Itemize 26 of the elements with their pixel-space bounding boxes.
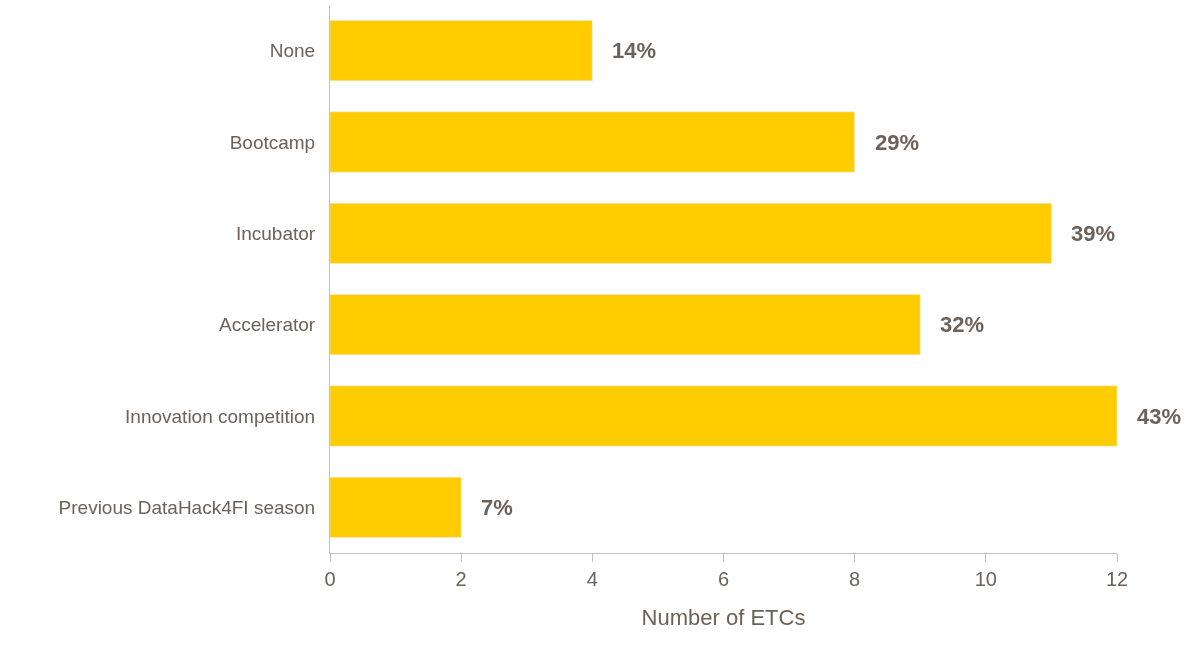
- y-tick-label: Incubator: [235, 222, 316, 244]
- bar: [330, 202, 1052, 264]
- y-tick-label: Previous DataHack4FI season: [58, 496, 316, 518]
- y-tick-label: Bootcamp: [229, 131, 316, 153]
- x-axis-title: Number of ETCs: [641, 604, 806, 630]
- annotation: 39%: [1071, 221, 1116, 246]
- annotation: 43%: [1137, 404, 1182, 429]
- annotation: 29%: [875, 130, 920, 155]
- annotation: 7%: [481, 495, 513, 520]
- bar: [330, 294, 921, 356]
- x-tick-label: 12: [1105, 568, 1129, 590]
- bar: [330, 385, 1117, 447]
- annotation: 14%: [612, 38, 657, 63]
- y-tick-label: Innovation competition: [125, 405, 316, 427]
- x-tick-label: 4: [586, 568, 598, 590]
- x-tick-label: 10: [974, 568, 997, 590]
- x-tick-label: 8: [849, 568, 861, 590]
- x-tick-label: 2: [455, 568, 467, 590]
- annotation: 32%: [940, 312, 985, 337]
- bar: [330, 111, 855, 173]
- bar: [330, 476, 462, 538]
- bar: [330, 20, 593, 82]
- x-tick-label: 6: [717, 568, 730, 590]
- y-tick-label: None: [269, 40, 316, 62]
- y-tick-label: Accelerator: [219, 314, 316, 336]
- x-tick-label: 0: [324, 568, 336, 590]
